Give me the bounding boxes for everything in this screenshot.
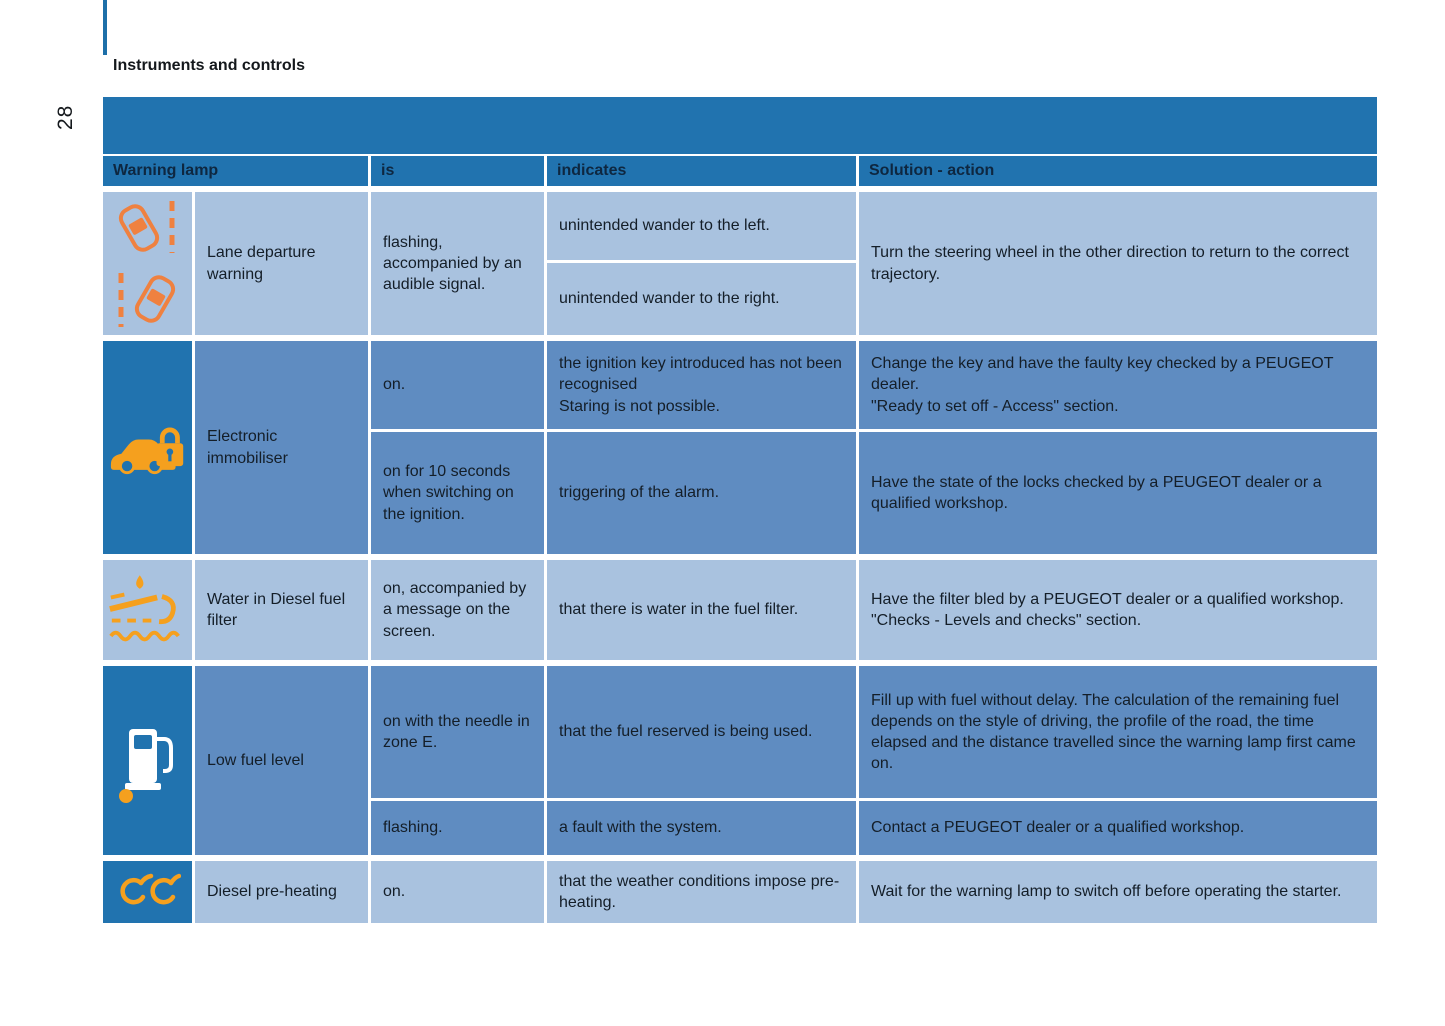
low-fuel-indicates-1: that the fuel reserved is being used. [547, 666, 856, 798]
table-title-band [103, 97, 1377, 154]
immobiliser-indicates-1: the ignition key introduced has not been… [547, 341, 856, 429]
manual-page: Warning lamp is indicates Solution - act… [103, 97, 1377, 923]
water-in-fuel-filter-icon [109, 575, 180, 642]
preheating-is: on. [371, 861, 544, 923]
preheating-icon-cell [103, 861, 192, 923]
lane-departure-warning-icon [118, 200, 175, 327]
water-filter-icon-cell [103, 560, 192, 660]
water-filter-solution: Have the filter bled by a PEUGEOT dealer… [859, 560, 1377, 660]
immobiliser-is-2: on for 10 seconds when switching on the … [371, 432, 544, 554]
table-row-water-in-diesel: Water in Diesel fuel filter on, accompan… [103, 560, 1377, 660]
fuel-pump-icon [118, 728, 173, 803]
car-with-padlock-icon [110, 427, 183, 474]
glow-plug-coil-icon [119, 873, 181, 905]
header-is: is [371, 156, 544, 186]
lane-departure-indicates-left: unintended wander to the left. [547, 192, 856, 260]
immobiliser-indicates-2: triggering of the alarm. [547, 432, 856, 554]
lane-departure-icon-cell [103, 192, 192, 335]
lane-departure-indicates-right: unintended wander to the right. [547, 263, 856, 335]
low-fuel-name: Low fuel level [195, 666, 368, 855]
header-warning-lamp: Warning lamp [103, 156, 368, 186]
low-fuel-is-2: flashing. [371, 801, 544, 855]
table-row-diesel-preheating: Diesel pre-heating on. that the weather … [103, 861, 1377, 923]
water-filter-indicates: that there is water in the fuel filter. [547, 560, 856, 660]
water-filter-name: Water in Diesel fuel filter [195, 560, 368, 660]
low-fuel-indicates-2: a fault with the system. [547, 801, 856, 855]
preheating-solution: Wait for the warning lamp to switch off … [859, 861, 1377, 923]
immobiliser-icon-cell [103, 341, 192, 554]
low-fuel-solution-2: Contact a PEUGEOT dealer or a qualified … [859, 801, 1377, 855]
immobiliser-solution-2: Have the state of the locks checked by a… [859, 432, 1377, 554]
immobiliser-is-1: on. [371, 341, 544, 429]
table-header-row: Warning lamp is indicates Solution - act… [103, 156, 1377, 186]
lane-departure-solution: Turn the steering wheel in the other dir… [859, 192, 1377, 335]
section-accent-bar [103, 0, 107, 55]
lane-departure-is: flashing, accompanied by an audible sign… [371, 192, 544, 335]
header-indicates: indicates [547, 156, 856, 186]
immobiliser-solution-1: Change the key and have the faulty key c… [859, 341, 1377, 429]
immobiliser-name: Electronic immobiliser [195, 341, 368, 554]
lane-departure-name: Lane departure warning [195, 192, 368, 335]
header-solution-action: Solution - action [859, 156, 1377, 186]
section-title: Instruments and controls [113, 57, 306, 74]
page-number: 28 [54, 104, 77, 130]
preheating-name: Diesel pre-heating [195, 861, 368, 923]
water-filter-is: on, accompanied by a message on the scre… [371, 560, 544, 660]
table-row-electronic-immobiliser: Electronic immobiliser on. the ignition … [103, 341, 1377, 554]
table-row-low-fuel: Low fuel level on with the needle in zon… [103, 666, 1377, 855]
low-fuel-is-1: on with the needle in zone E. [371, 666, 544, 798]
table-row-lane-departure: Lane departure warning flashing, accompa… [103, 192, 1377, 335]
low-fuel-solution-1: Fill up with fuel without delay. The cal… [859, 666, 1377, 798]
low-fuel-icon-cell [103, 666, 192, 855]
preheating-indicates: that the weather conditions impose pre-h… [547, 861, 856, 923]
